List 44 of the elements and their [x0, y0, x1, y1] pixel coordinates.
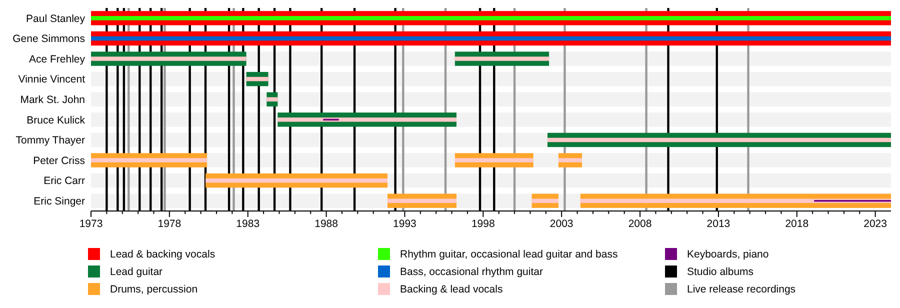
y-tick-label: Gene Simmons: [12, 33, 85, 46]
bar: [91, 56, 246, 61]
y-tick-label: Paul Stanley: [26, 12, 86, 25]
x-tick-label: 1983: [236, 218, 260, 230]
x-tick-label: 2003: [550, 218, 574, 230]
bar: [266, 97, 278, 102]
legend-label: Live release recordings: [687, 284, 796, 296]
legend-label: Rhythm guitar, occasional lead guitar and bass: [400, 248, 618, 261]
legend-label: Drums, percussion: [110, 284, 198, 296]
bar: [91, 36, 891, 41]
bar: [246, 76, 268, 82]
bar: [558, 158, 582, 162]
y-tick-label: Vinnie Vincent: [18, 74, 86, 86]
legend-label: Backing & lead vocals: [400, 284, 503, 296]
x-tick-label: 1998: [471, 218, 495, 230]
legend-label: Bass, occasional rhythm guitar: [400, 266, 544, 278]
legend-label: Studio albums: [687, 266, 754, 278]
y-tick-label: Mark St. John: [20, 94, 86, 106]
y-tick-label: Eric Singer: [34, 196, 86, 208]
y-tick-label: Eric Carr: [44, 175, 86, 188]
legend-label: Lead guitar: [110, 266, 164, 278]
bar: [387, 198, 456, 203]
x-tick-label: 2023: [864, 218, 888, 230]
bar: [91, 158, 208, 162]
y-tick-label: Peter Criss: [33, 154, 85, 167]
bar: [278, 118, 456, 122]
bar: [91, 16, 891, 20]
legend-label: Lead & backing vocals: [110, 248, 216, 261]
bar: [206, 178, 388, 183]
y-tick-label: Ace Frehley: [28, 53, 86, 66]
legend-label: Keyboards, piano: [687, 248, 769, 261]
bar: [454, 158, 534, 162]
bar: [580, 198, 891, 203]
x-tick-label: 2013: [706, 218, 730, 230]
y-tick-label: Tommy Thayer: [16, 134, 86, 147]
bar: [454, 56, 550, 61]
y-tick-label: Bruce Kulick: [26, 114, 86, 126]
x-tick-label: 2008: [628, 218, 652, 230]
x-tick-label: 1978: [158, 218, 182, 230]
x-tick-label: 1973: [79, 218, 103, 230]
x-tick-label: 1988: [314, 218, 338, 230]
x-tick-label: 1993: [393, 218, 417, 230]
x-tick-label: 2018: [785, 218, 809, 230]
bar: [532, 198, 558, 203]
